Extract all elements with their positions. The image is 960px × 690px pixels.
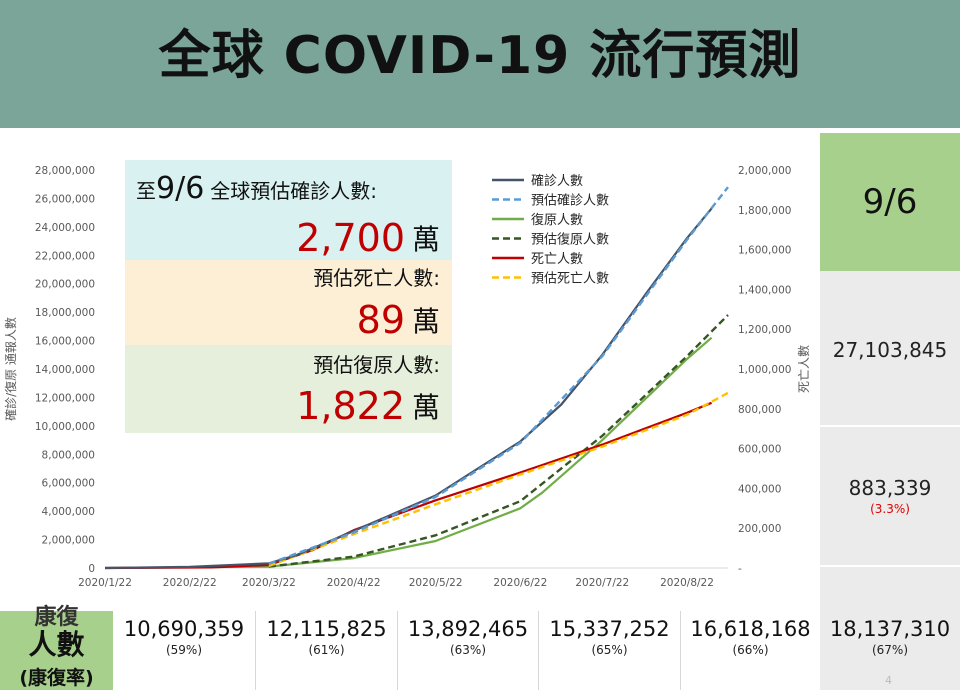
recovery-label-line2: 人數 <box>28 628 85 661</box>
y-left-tick-label: 24,000,000 <box>35 222 95 234</box>
covid-forecast-chart: 0 2,000,000 4,000,000 6,000,000 8,000,000 10,… <box>0 133 820 613</box>
y-right-tick-label: 400,000 <box>738 483 781 495</box>
cell-divider <box>680 611 681 690</box>
confirmed-label-suffix: 全球預估確診人數: <box>210 179 377 203</box>
recovery-rate: (65%) <box>591 643 628 657</box>
side-date-cell: 9/6 <box>820 133 960 271</box>
y-right-tick-label: 600,000 <box>738 444 781 456</box>
death-info-box <box>125 260 452 345</box>
confirmed-label: 至9/6 全球預估確診人數: <box>136 171 377 206</box>
confirmed-unit: 萬 <box>412 223 440 256</box>
y-left-tick-label: 18,000,000 <box>35 307 95 319</box>
recovery-rate: (63%) <box>449 643 487 657</box>
confirmed-label-prefix: 至 <box>136 179 156 203</box>
legend-label: 預估死亡人數 <box>531 272 609 287</box>
legend-label: 死亡人數 <box>531 252 583 267</box>
recovered-unit: 萬 <box>412 391 440 424</box>
page-title: 全球 COVID-19 流行預測 <box>158 26 802 86</box>
y-left-tick-label: 12,000,000 <box>35 392 95 404</box>
y-left-tick-label: 2,000,000 <box>42 535 95 547</box>
recovered-info-box <box>125 345 452 433</box>
y-right-tick-label: - <box>738 563 742 575</box>
y-left-tick-label: 14,000,000 <box>35 364 95 376</box>
recovery-label-line1: 康復 <box>34 605 79 630</box>
x-tick-label: 2020/7/22 <box>575 577 629 589</box>
y-left-axis-label: 確診/復原 通報人數 <box>3 317 18 421</box>
x-tick-label: 2020/3/22 <box>242 577 296 589</box>
recovery-cell: 16,618,168 (66%) <box>681 611 820 690</box>
recovered-value: 1,822 <box>296 384 405 428</box>
recovery-cell: 13,892,465 (63%) <box>398 611 538 690</box>
recovery-value: 18,137,310 <box>829 617 951 641</box>
series-line-pred-deaths <box>268 391 729 568</box>
page-number: 4 <box>885 674 892 687</box>
side-confirmed-total: 27,103,845 <box>832 338 948 362</box>
recovery-rate: (66%) <box>732 643 769 657</box>
y-right-tick-label: 1,000,000 <box>738 364 791 376</box>
chart-area: 0 2,000,000 4,000,000 6,000,000 8,000,000 10,… <box>0 133 820 613</box>
cell-divider <box>397 611 398 690</box>
recovery-value: 10,690,359 <box>123 617 245 641</box>
y-right-tick-label: 800,000 <box>738 404 781 416</box>
death-unit: 萬 <box>412 305 440 338</box>
legend-label: 確診人數 <box>531 173 583 189</box>
death-value: 89 <box>357 298 405 342</box>
y-left-tick-label: 20,000,000 <box>35 279 95 291</box>
x-tick-label: 2020/2/22 <box>163 577 217 589</box>
recovery-value: 13,892,465 <box>407 617 529 641</box>
recovery-row <box>0 611 960 690</box>
x-tick-label: 2020/8/22 <box>660 577 714 589</box>
y-right-axis-label: 死亡人數 <box>797 345 811 393</box>
y-left-tick-label: 28,000,000 <box>35 165 95 177</box>
recovery-rate: (61%) <box>308 643 345 657</box>
y-left-tick-label: 8,000,000 <box>42 449 95 461</box>
side-death-rate: (3.3%) <box>870 502 910 516</box>
x-tick-label: 2020/6/22 <box>493 577 547 589</box>
cell-divider <box>255 611 256 690</box>
legend-label: 復原人數 <box>531 212 583 228</box>
header-banner: 全球 COVID-19 流行預測 <box>0 0 960 128</box>
y-left-tick-label: 10,000,000 <box>35 421 95 433</box>
recovery-value: 12,115,825 <box>266 617 387 641</box>
y-left-tick-label: 4,000,000 <box>42 506 95 518</box>
side-death-total: 883,339 <box>848 476 932 500</box>
side-stats-panel <box>820 271 960 611</box>
y-left-tick-label: 6,000,000 <box>42 478 95 490</box>
death-label: 預估死亡人數: <box>313 266 440 290</box>
y-left-tick-label: 0 <box>88 563 95 575</box>
y-right-tick-label: 2,000,000 <box>738 165 791 177</box>
confirmed-value: 2,700 <box>296 216 405 260</box>
cell-divider <box>538 611 539 690</box>
y-right-tick-label: 1,800,000 <box>738 205 791 217</box>
recovery-value: 16,618,168 <box>690 617 811 641</box>
recovery-cell: 12,115,825 (61%) <box>256 611 397 690</box>
side-divider <box>820 565 960 567</box>
legend-label: 預估復原人數 <box>531 232 609 248</box>
recovery-cell: 15,337,252 (65%) <box>539 611 680 690</box>
y-right-tick-label: 200,000 <box>738 523 781 535</box>
y-right-tick-label: 1,200,000 <box>738 324 791 336</box>
recovery-row-label: 康復 人數 (康復率) <box>0 605 113 690</box>
recovery-rate: (67%) <box>871 643 909 657</box>
y-left-tick-label: 22,000,000 <box>35 250 95 262</box>
recovery-cell: 18,137,310 (67%) <box>820 611 960 690</box>
recovery-cell: 10,690,359 (59%) <box>113 611 255 690</box>
y-left-tick-label: 26,000,000 <box>35 193 95 205</box>
recovered-label: 預估復原人數: <box>313 353 440 377</box>
confirmed-label-date: 9/6 <box>156 171 204 206</box>
side-divider <box>820 425 960 427</box>
y-right-tick-label: 1,400,000 <box>738 284 791 296</box>
recovery-rate: (59%) <box>165 643 203 657</box>
legend-label: 預估確診人數 <box>531 193 609 209</box>
series-line-pred-confirmed <box>268 186 729 565</box>
y-right-tick-label: 1,600,000 <box>738 245 791 257</box>
confirmed-info-box <box>125 160 452 260</box>
recovery-label-line3: (康復率) <box>19 667 94 689</box>
x-tick-label: 2020/5/22 <box>409 577 463 589</box>
recovery-value: 15,337,252 <box>549 617 670 641</box>
x-tick-label: 2020/1/22 <box>78 577 132 589</box>
y-left-tick-label: 16,000,000 <box>35 336 95 348</box>
x-tick-label: 2020/4/22 <box>327 577 381 589</box>
series-line-confirmed <box>104 207 713 570</box>
